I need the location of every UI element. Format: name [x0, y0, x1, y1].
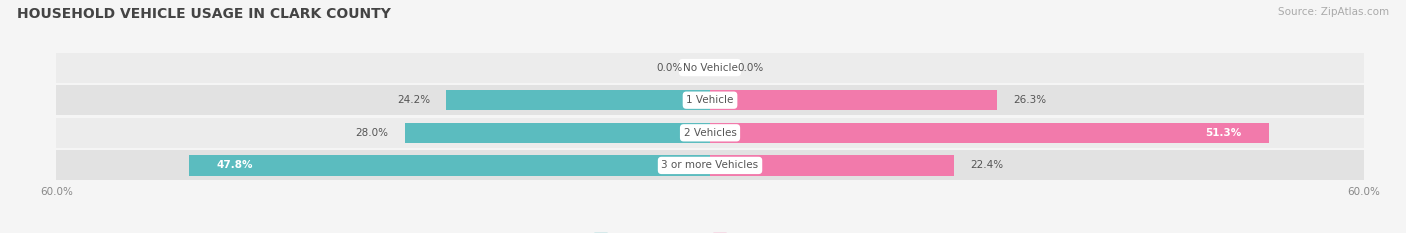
Text: 22.4%: 22.4%: [970, 161, 1004, 170]
Text: 51.3%: 51.3%: [1205, 128, 1241, 138]
Bar: [56, 85, 1364, 115]
Text: 26.3%: 26.3%: [1012, 95, 1046, 105]
Bar: [710, 123, 1270, 143]
Bar: [405, 123, 710, 143]
Bar: [710, 155, 955, 175]
Text: 24.2%: 24.2%: [396, 95, 430, 105]
Text: 0.0%: 0.0%: [657, 63, 683, 72]
Bar: [56, 53, 1364, 82]
Text: 47.8%: 47.8%: [217, 161, 253, 170]
Bar: [446, 90, 710, 110]
Bar: [710, 90, 997, 110]
Text: 3 or more Vehicles: 3 or more Vehicles: [661, 161, 759, 170]
Legend: Owner-occupied, Renter-occupied: Owner-occupied, Renter-occupied: [589, 229, 831, 233]
Text: 28.0%: 28.0%: [356, 128, 388, 138]
Bar: [190, 155, 710, 175]
Bar: [56, 151, 1364, 180]
Text: 0.0%: 0.0%: [737, 63, 763, 72]
Text: HOUSEHOLD VEHICLE USAGE IN CLARK COUNTY: HOUSEHOLD VEHICLE USAGE IN CLARK COUNTY: [17, 7, 391, 21]
Text: 2 Vehicles: 2 Vehicles: [683, 128, 737, 138]
Text: 1 Vehicle: 1 Vehicle: [686, 95, 734, 105]
Bar: [56, 118, 1364, 148]
Text: Source: ZipAtlas.com: Source: ZipAtlas.com: [1278, 7, 1389, 17]
Text: No Vehicle: No Vehicle: [682, 63, 738, 72]
